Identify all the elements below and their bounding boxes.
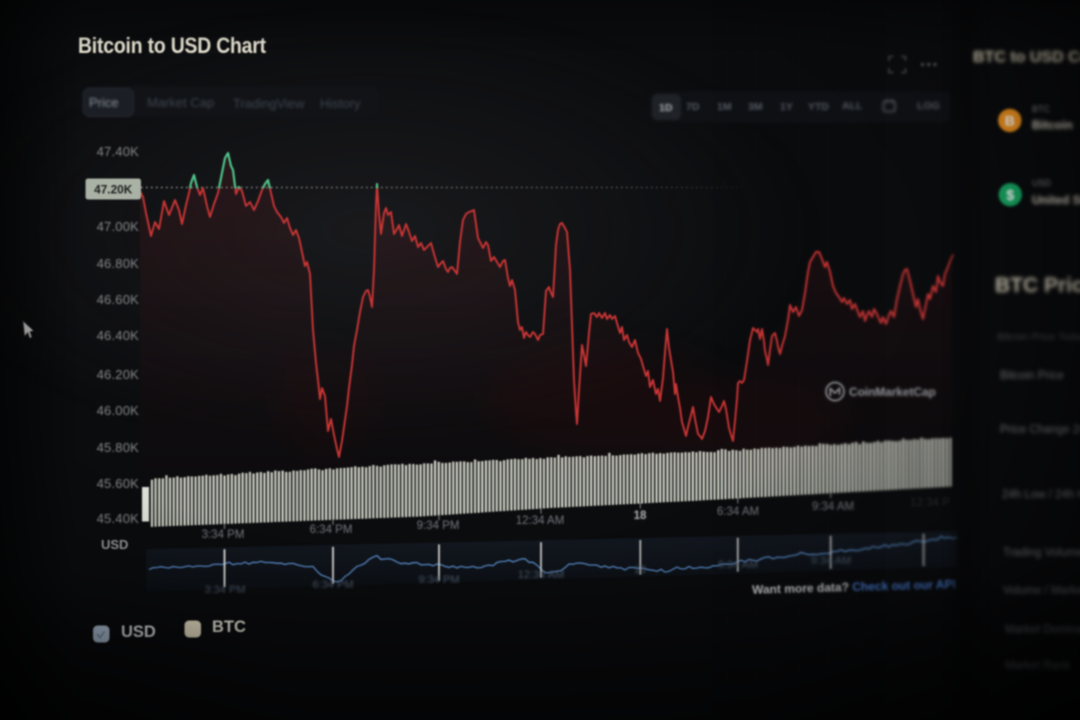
- svg-text:47.20K: 47.20K: [94, 183, 133, 197]
- svg-text:$: $: [1006, 188, 1014, 204]
- svg-text:B: B: [1005, 113, 1015, 129]
